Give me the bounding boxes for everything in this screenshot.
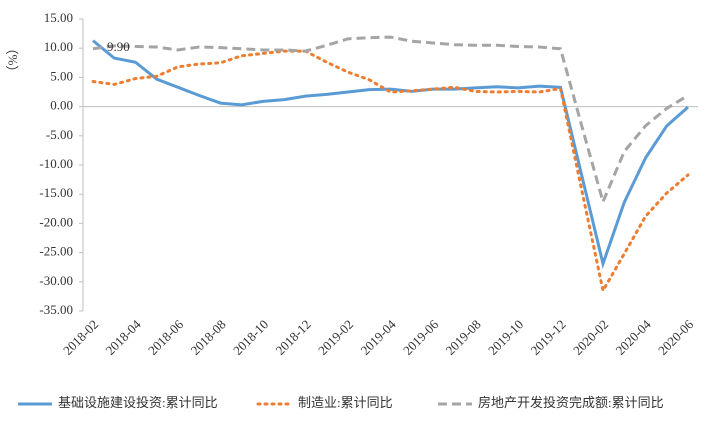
- x-tick-label: 2018-08: [187, 317, 228, 358]
- x-tick-label: 2020-04: [612, 316, 654, 358]
- x-tick-label: 2019-08: [442, 317, 483, 358]
- y-tick-label: -20.00: [39, 214, 73, 229]
- x-tick-label: 2019-04: [357, 316, 399, 358]
- x-tick-label: 2019-12: [527, 317, 568, 358]
- x-tick-label: 2018-12: [272, 317, 313, 358]
- y-tick-label: -25.00: [39, 244, 73, 259]
- legend-label: 基础设施建设投资:累计同比: [58, 395, 218, 410]
- x-tick-label: 2018-02: [60, 317, 101, 358]
- x-tick-label: 2020-06: [655, 316, 697, 358]
- x-tick-label: 2018-06: [145, 316, 187, 358]
- y-tick-label: 5.00: [50, 68, 73, 83]
- y-axis-label: （%）: [5, 42, 20, 79]
- x-tick-label: 2019-06: [400, 316, 442, 358]
- legend-label: 制造业:累计同比: [298, 395, 393, 410]
- y-tick-label: 15.00: [44, 10, 73, 25]
- x-tick-label: 2019-10: [485, 317, 526, 358]
- y-tick-label: 10.00: [44, 39, 73, 54]
- y-tick-label: -15.00: [39, 185, 73, 200]
- x-tick-label: 2018-04: [102, 316, 144, 358]
- annotation: 9.90: [107, 39, 130, 54]
- x-tick-label: 2018-10: [230, 317, 271, 358]
- legend-label: 房地产开发投资完成额:累计同比: [478, 395, 664, 410]
- series-line: [91, 49, 690, 295]
- y-tick-label: -5.00: [46, 127, 73, 142]
- y-tick-label: -35.00: [39, 302, 73, 317]
- x-tick-label: 2019-02: [315, 317, 356, 358]
- series-line: [92, 35, 689, 207]
- x-tick-label: 2020-02: [570, 317, 611, 358]
- y-tick-label: -30.00: [39, 273, 73, 288]
- y-tick-label: 0.00: [50, 98, 73, 113]
- y-tick-label: -10.00: [39, 156, 73, 171]
- series-line: [92, 39, 689, 270]
